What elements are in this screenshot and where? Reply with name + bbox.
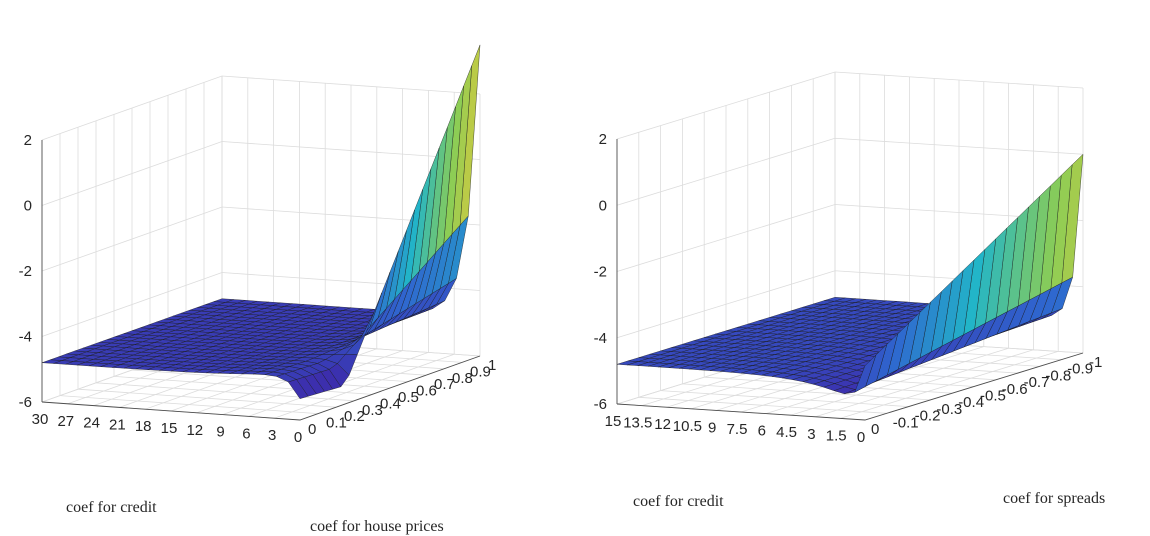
x-tick-label: 7.5 [727,421,748,438]
x-tick-label: 0 [294,429,302,446]
x-tick-label: 9 [216,424,224,441]
z-tick-label: -6 [19,394,32,411]
x-tick-label: 15 [605,413,622,430]
x-tick-label: 30 [32,411,49,428]
x-tick-label: 10.5 [673,418,702,435]
z-tick-label: 0 [24,198,32,215]
z-tick-label: 2 [599,131,607,148]
y-tick-label: -0.2 [915,408,941,425]
surface-patch [287,379,309,399]
x-tick-label: 12 [186,422,203,439]
y-tick-label: 0 [871,421,879,438]
y-tick-label: 0.5 [398,389,419,406]
x-tick-label: 9 [708,419,716,436]
x-tick-label: 18 [135,418,152,435]
right-ylabel: coef for spreads [1003,490,1105,507]
y-tick-label: 1 [488,357,496,374]
y-tick-label: 0.6 [416,383,437,400]
x-tick-label: 3 [807,426,815,443]
left-ylabel: coef for house prices [310,518,444,535]
z-tick-label: -2 [594,264,607,281]
z-tick-label: 2 [24,132,32,149]
x-tick-label: 4.5 [776,424,797,441]
x-tick-label: 0 [857,429,865,446]
y-tick-label: -0.6 [1002,381,1028,398]
left-surface-chart: 2 0 -2 -4 -6 30 27 24 21 18 15 12 9 6 3 0 0 0.1 0.2 0.3 0.4 0… [19,44,497,535]
right-surface [616,153,1084,395]
x-tick-label: 6 [242,425,250,442]
right-ticks: 20-2-4-615 13.5 12 10.5 9 7.5 6 4.5 3 1.5 0 0 -0.1-0… [594,131,1103,446]
z-tick-label: -2 [19,263,32,280]
y-tick-label: -0.7 [1024,374,1050,391]
x-tick-label: 13.5 [623,415,652,432]
left-ticks: 20-2-4-630 27 24 21 18 15 12 9 6 3 0 0 0.10.20.30.40… [19,132,497,446]
x-tick-label: 1.5 [826,427,847,444]
y-tick-label: 0.1 [326,415,347,432]
z-tick-label: -4 [594,330,607,347]
y-tick-label: 0.2 [344,408,365,425]
right-xlabel: coef for credit [633,493,724,510]
left-surface [41,44,481,399]
y-tick-label: -0.1 [893,414,919,431]
y-tick-label: -0.4 [958,394,984,411]
right-surface-chart: 2 0 -2 -4 -6 15 13.5 12 10.5 9 7.5 6 4.5 3 1.5 0 0 -0.1 -0… [575,0,1150,536]
x-tick-label: 21 [109,416,126,433]
z-tick-label: 0 [599,197,607,214]
x-tick-label: 6 [758,423,766,440]
x-tick-label: 12 [654,416,671,433]
y-tick-label: 0.9 [470,363,491,380]
y-tick-label: 0.4 [380,395,401,412]
y-tick-label: 0.7 [434,376,455,393]
y-tick-label: -0.3 [936,401,962,418]
y-tick-label: 0.3 [362,402,383,419]
y-tick-label: -0.9 [1067,361,1093,378]
x-tick-label: 3 [268,427,276,444]
y-tick-label: -1 [1089,354,1102,371]
left-xlabel: coef for credit [66,499,157,516]
surface-patch [854,354,877,393]
y-tick-label: 0 [308,421,316,438]
x-tick-label: 27 [57,413,74,430]
z-tick-label: -4 [19,329,32,346]
z-tick-label: -6 [594,396,607,413]
left-surface-svg: 20-2-4-630 27 24 21 18 15 12 9 6 3 0 0 0.10.20.30.40… [19,44,497,535]
y-tick-label: -0.5 [980,388,1006,405]
x-tick-label: 24 [83,415,100,432]
y-tick-label: -0.8 [1045,367,1071,384]
right-surface-svg: 20-2-4-615 13.5 12 10.5 9 7.5 6 4.5 3 1.5 0 0 -0.1-0… [594,71,1105,510]
x-tick-label: 15 [161,420,178,437]
y-tick-label: 0.8 [452,370,473,387]
